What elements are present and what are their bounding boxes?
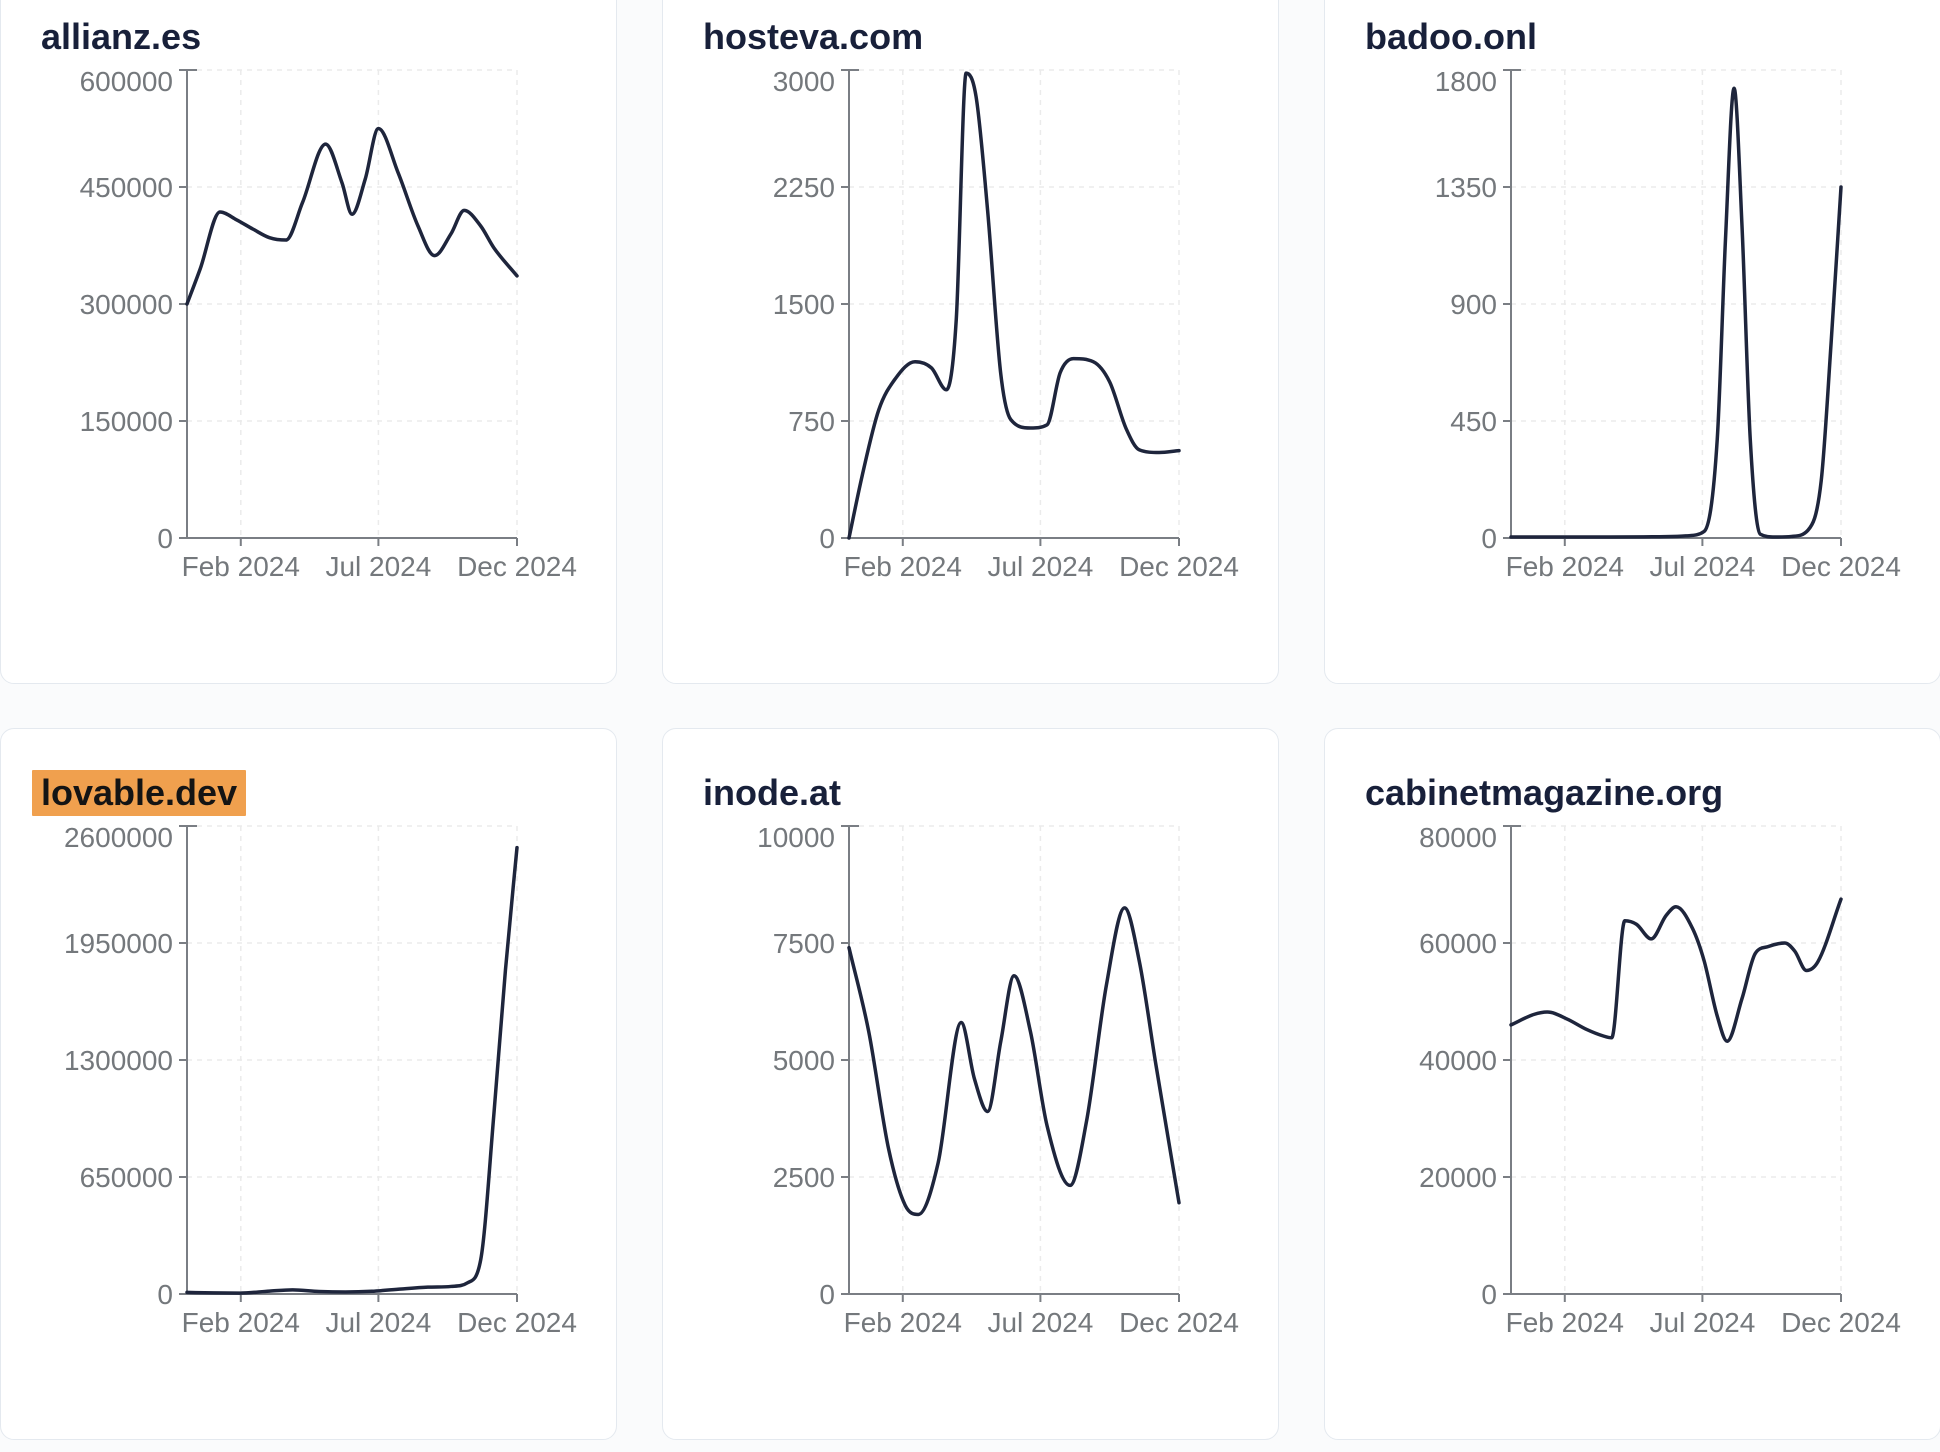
axes: [179, 69, 518, 546]
chart-svg: 0 150000 300000 450000 600000 Feb 2024 Jul 202…: [80, 66, 577, 582]
svg-text:Jul 2024: Jul 2024: [325, 1307, 431, 1338]
svg-text:Jul 2024: Jul 2024: [325, 551, 431, 582]
svg-text:150000: 150000: [80, 406, 173, 437]
svg-text:Dec 2024: Dec 2024: [457, 551, 577, 582]
traffic-line-chart: 0 650000 1300000 1950000 2600000 Feb 2024 Jul …: [1, 799, 616, 1359]
svg-text:Dec 2024: Dec 2024: [1781, 551, 1901, 582]
svg-text:1300000: 1300000: [64, 1045, 173, 1076]
svg-text:Jul 2024: Jul 2024: [1649, 551, 1755, 582]
axis-labels: 0 750 1500 2250 3000 Feb 2024 Jul 2024 Dec 2024: [773, 66, 1239, 582]
gridlines: [1511, 825, 1842, 1294]
svg-text:60000: 60000: [1419, 928, 1497, 959]
svg-text:Jul 2024: Jul 2024: [987, 551, 1093, 582]
axis-labels: 0 650000 1300000 1950000 2600000 Feb 2024 Jul …: [64, 822, 577, 1338]
traffic-line-chart: 0 750 1500 2250 3000 Feb 2024 Jul 2024 Dec 2024: [663, 43, 1278, 603]
traffic-line-chart: 0 2500 5000 7500 10000 Feb 2024 Jul 2024 Dec 20…: [663, 799, 1278, 1359]
svg-text:Dec 2024: Dec 2024: [457, 1307, 577, 1338]
gridlines: [187, 825, 518, 1294]
svg-text:Jul 2024: Jul 2024: [1649, 1307, 1755, 1338]
gridlines: [187, 69, 518, 538]
svg-text:1800: 1800: [1435, 66, 1497, 97]
svg-text:600000: 600000: [80, 66, 173, 97]
chart-svg: 0 750 1500 2250 3000 Feb 2024 Jul 2024 Dec 2024: [773, 66, 1239, 582]
svg-text:Feb 2024: Feb 2024: [1506, 551, 1624, 582]
svg-text:1950000: 1950000: [64, 928, 173, 959]
domain-title: hosteva.com: [703, 16, 924, 57]
svg-text:0: 0: [819, 523, 835, 554]
traffic-series-line: [847, 71, 1181, 540]
traffic-series-line: [1509, 897, 1843, 1044]
svg-text:Feb 2024: Feb 2024: [1506, 1307, 1624, 1338]
axis-labels: 0 20000 40000 60000 80000 Feb 2024 Jul 2024 Dec…: [1419, 822, 1901, 1338]
svg-text:900: 900: [1450, 289, 1497, 320]
svg-text:0: 0: [157, 1279, 173, 1310]
chart-svg: 0 2500 5000 7500 10000 Feb 2024 Jul 2024 Dec 20…: [757, 822, 1239, 1338]
svg-text:Dec 2024: Dec 2024: [1119, 551, 1239, 582]
svg-text:0: 0: [819, 1279, 835, 1310]
svg-text:3000: 3000: [773, 66, 835, 97]
axes: [1503, 69, 1842, 546]
svg-text:Dec 2024: Dec 2024: [1119, 1307, 1239, 1338]
svg-text:2600000: 2600000: [64, 822, 173, 853]
domain-card-inode: inode.at 0 2500 5000 7500 10000 Feb 2024 Jul 2…: [662, 728, 1279, 1440]
svg-text:650000: 650000: [80, 1162, 173, 1193]
gridlines: [849, 69, 1180, 538]
svg-text:10000: 10000: [757, 822, 835, 853]
svg-text:2500: 2500: [773, 1162, 835, 1193]
svg-text:1500: 1500: [773, 289, 835, 320]
traffic-series-line: [847, 906, 1181, 1217]
domain-title: cabinetmagazine.org: [1365, 772, 1724, 813]
domain-title-highlighted: lovable.dev: [32, 770, 247, 816]
svg-text:Feb 2024: Feb 2024: [182, 1307, 300, 1338]
traffic-series-line: [1509, 86, 1843, 539]
svg-text:20000: 20000: [1419, 1162, 1497, 1193]
axes: [179, 825, 518, 1302]
svg-text:750: 750: [788, 406, 835, 437]
domain-title: inode.at: [703, 772, 842, 813]
domain-card-lovable: lovable.dev 0 650000 1300000 1950000 2600000…: [0, 728, 617, 1440]
domain-card-hosteva: hosteva.com 0 750 1500 2250 3000 Feb 2024 Jul …: [662, 0, 1279, 684]
gridlines: [849, 825, 1180, 1294]
svg-text:Feb 2024: Feb 2024: [844, 1307, 962, 1338]
svg-text:40000: 40000: [1419, 1045, 1497, 1076]
domain-card-cabinetmagazine: cabinetmagazine.org 0 20000 40000 60000 8000…: [1324, 728, 1940, 1440]
domain-card-badoo: badoo.onl 0 450 900 1350 1800 Feb 2024 Jul 202…: [1324, 0, 1940, 684]
chart-svg: 0 20000 40000 60000 80000 Feb 2024 Jul 2024 Dec…: [1419, 822, 1901, 1338]
svg-text:0: 0: [1481, 523, 1497, 554]
axis-labels: 0 450 900 1350 1800 Feb 2024 Jul 2024 Dec 2024: [1435, 66, 1901, 582]
traffic-line-chart: 0 450 900 1350 1800 Feb 2024 Jul 2024 Dec 2024: [1325, 43, 1940, 603]
traffic-line-chart: 0 20000 40000 60000 80000 Feb 2024 Jul 2024 Dec…: [1325, 799, 1940, 1359]
chart-svg: 0 650000 1300000 1950000 2600000 Feb 2024 Jul …: [64, 822, 577, 1338]
traffic-line-chart: 0 150000 300000 450000 600000 Feb 2024 Jul 202…: [1, 43, 616, 603]
svg-text:Feb 2024: Feb 2024: [182, 551, 300, 582]
domain-title: allianz.es: [41, 16, 202, 57]
svg-text:450: 450: [1450, 406, 1497, 437]
chart-svg: 0 450 900 1350 1800 Feb 2024 Jul 2024 Dec 2024: [1435, 66, 1901, 582]
gridlines: [1511, 69, 1842, 538]
svg-text:Feb 2024: Feb 2024: [844, 551, 962, 582]
axis-labels: 0 2500 5000 7500 10000 Feb 2024 Jul 2024 Dec 20…: [757, 822, 1239, 1338]
axes: [1503, 825, 1842, 1302]
axes: [841, 825, 1180, 1302]
domain-card-allianz: allianz.es 0 150000 300000 450000 600000 Feb …: [0, 0, 617, 684]
axes: [841, 69, 1180, 546]
axis-labels: 0 150000 300000 450000 600000 Feb 2024 Jul 202…: [80, 66, 577, 582]
svg-text:2250: 2250: [773, 172, 835, 203]
svg-text:0: 0: [157, 523, 173, 554]
svg-text:80000: 80000: [1419, 822, 1497, 853]
svg-text:0: 0: [1481, 1279, 1497, 1310]
traffic-series-line: [185, 845, 519, 1295]
svg-text:450000: 450000: [80, 172, 173, 203]
svg-text:Dec 2024: Dec 2024: [1781, 1307, 1901, 1338]
svg-text:Jul 2024: Jul 2024: [987, 1307, 1093, 1338]
svg-text:7500: 7500: [773, 928, 835, 959]
svg-text:5000: 5000: [773, 1045, 835, 1076]
traffic-series-line: [185, 126, 519, 306]
domain-title: badoo.onl: [1365, 16, 1537, 57]
svg-text:300000: 300000: [80, 289, 173, 320]
svg-text:1350: 1350: [1435, 172, 1497, 203]
